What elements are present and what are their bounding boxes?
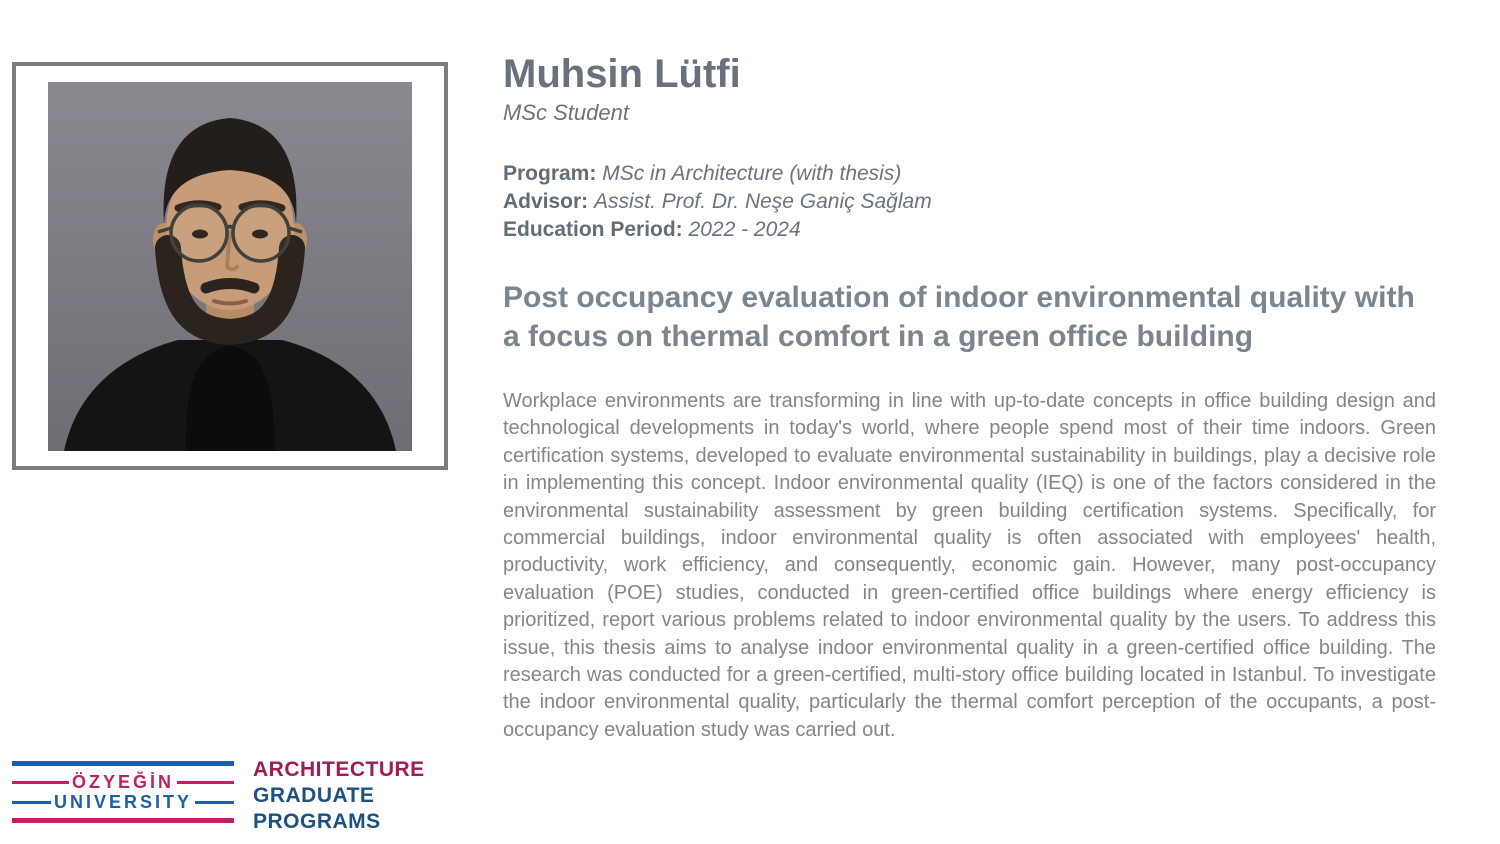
- logo-rule-left: [12, 781, 69, 784]
- detail-label: Education Period:: [503, 218, 683, 241]
- logo-bottom-bar: [12, 818, 234, 823]
- logo-university-word: UNIVERSITY: [53, 792, 193, 812]
- student-portrait-photo: [48, 81, 412, 451]
- detail-value: Assist. Prof. Dr. Neşe Ganiç Sağlam: [594, 190, 932, 213]
- logo-top-bar: [12, 761, 234, 766]
- logo-rule-left: [12, 801, 51, 804]
- profile-content: Muhsin Lütfi MSc Student Program: MSc in…: [503, 50, 1436, 744]
- detail-row-advisor: Advisor: Assist. Prof. Dr. Neşe Ganiç Sa…: [503, 188, 1436, 216]
- detail-row-education-period: Education Period: 2022 - 2024: [503, 216, 1436, 244]
- logo-university-name-row: ÖZYEĞİN: [12, 772, 235, 793]
- detail-label: Advisor:: [503, 190, 589, 213]
- program-name-block: ARCHITECTURE GRADUATE PROGRAMS: [253, 757, 425, 835]
- detail-label: Program:: [503, 162, 597, 185]
- logo-university-name: ÖZYEĞİN: [72, 772, 175, 792]
- thesis-abstract: Workplace environments are transforming …: [503, 390, 1436, 741]
- program-line-graduate: GRADUATE: [253, 784, 375, 807]
- university-logo: ÖZYEĞİN UNIVERSITY: [12, 761, 235, 823]
- student-details: Program: MSc in Architecture (with thesi…: [503, 160, 1436, 244]
- thesis-title: Post occupancy evaluation of indoor envi…: [503, 281, 1415, 353]
- logo-rule-right: [177, 781, 235, 784]
- program-line-architecture: ARCHITECTURE: [253, 758, 425, 781]
- student-role: MSc Student: [503, 100, 629, 125]
- detail-value: 2022 - 2024: [688, 218, 801, 241]
- photo-frame: [12, 62, 448, 470]
- detail-row-program: Program: MSc in Architecture (with thesi…: [503, 160, 1436, 188]
- logo-university-word-row: UNIVERSITY: [12, 792, 234, 813]
- student-name: Muhsin Lütfi: [503, 52, 741, 96]
- logo-rule-right: [195, 801, 234, 804]
- program-line-programs: PROGRAMS: [253, 810, 381, 833]
- detail-value: MSc in Architecture (with thesis): [602, 162, 902, 185]
